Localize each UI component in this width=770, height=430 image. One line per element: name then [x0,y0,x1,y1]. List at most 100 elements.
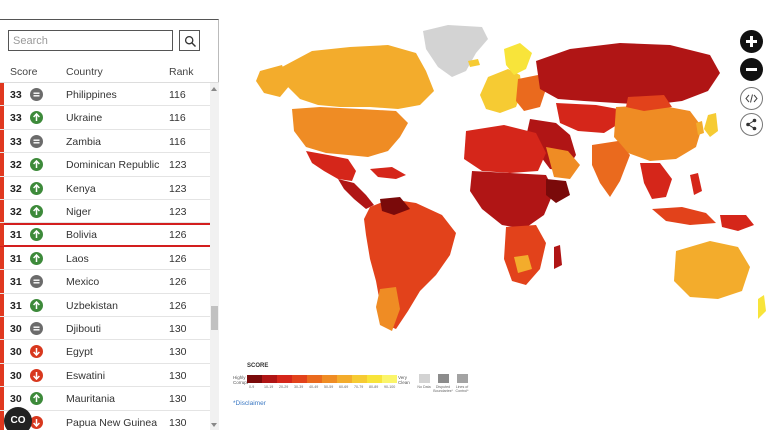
table-row[interactable]: 32 Dominican Republic 123 [0,153,210,177]
row-rank: 130 [169,323,187,335]
western-europe-region[interactable] [480,69,522,113]
zoom-out-button[interactable] [740,58,763,81]
scroll-thumb[interactable] [211,306,218,330]
table-row[interactable]: 33 Zambia 116 [0,129,210,154]
philippines-region[interactable] [690,173,702,195]
russia-region[interactable] [536,43,720,105]
mongolia-region[interactable] [626,95,672,111]
disclaimer-link[interactable]: *Disclaimer [233,400,266,407]
indonesia-region[interactable] [652,207,716,225]
row-rank: 126 [169,276,187,289]
horn-of-africa-region[interactable] [546,179,570,203]
legend-extra-swatch [438,374,449,383]
table-row[interactable]: 31 Laos 126 [0,246,210,271]
row-score: 31 [10,299,22,312]
row-rank: 126 [169,252,187,265]
row-rank: 116 [169,89,186,101]
table-row[interactable]: 30 Eswatini 130 [0,363,210,388]
scroll-down-icon[interactable] [211,423,217,427]
row-country: Djibouti [66,323,102,335]
trend-up-icon [30,205,43,218]
mexico-region[interactable] [306,151,356,181]
row-score: 30 [10,323,22,335]
japan-region[interactable] [704,113,718,137]
papua-new-guinea-region[interactable] [720,215,754,231]
table-row[interactable]: 32 Kenya 123 [0,176,210,200]
table-row[interactable]: 33 Ukraine 116 [0,106,210,130]
southeast-asia-region[interactable] [640,163,672,199]
usa-region[interactable] [292,107,408,157]
table-row[interactable]: 30 Mauritania 130 [0,387,210,411]
australia-region[interactable] [674,241,750,299]
north-africa-region[interactable] [464,125,546,173]
table-row[interactable]: 32 Niger 123 [0,200,210,224]
trend-down-icon [30,415,43,429]
table-row[interactable]: 30 Egypt 130 [0,340,210,364]
row-country: Niger [66,206,92,218]
zoom-in-button[interactable] [740,30,763,53]
central-africa-region[interactable] [470,171,554,229]
search-icon [184,35,196,47]
scandinavia-region[interactable] [504,43,532,75]
table-row[interactable]: 31 Uzbekistan 126 [0,293,210,317]
share-button[interactable] [740,113,763,136]
arabian-peninsula-region[interactable] [546,147,580,179]
world-map-canvas[interactable] [220,19,770,430]
trend-same-icon [30,134,43,148]
row-country: Eswatini [66,369,106,382]
alaska-region[interactable] [256,65,290,97]
china-region[interactable] [614,105,702,161]
share-icon [746,118,757,131]
search-input[interactable] [8,30,173,51]
score-color-bar [0,246,4,270]
trend-up-icon [30,392,43,406]
botswana-region[interactable] [514,255,532,273]
embed-button[interactable] [740,87,763,110]
score-color-bar [0,270,4,293]
central-asia-region[interactable] [556,103,620,133]
legend-swatch [352,375,367,383]
legend-swatch [382,375,397,383]
legend-extra-label: No Data [417,385,431,389]
country-column-header[interactable]: Country [66,66,103,78]
legend-color-scale [247,375,397,383]
table-row[interactable]: 31 Mexico 126 [0,270,210,294]
rank-column-header[interactable]: Rank [169,66,194,78]
chile-argentina-region[interactable] [376,287,400,331]
table-row-selected[interactable]: 31 Bolivia 126 [0,223,210,247]
new-zealand-region[interactable] [758,295,766,319]
central-america-region[interactable] [338,179,374,209]
row-country: Philippines [66,89,117,101]
row-score: 31 [10,276,22,289]
greenland-region[interactable] [423,25,488,77]
canada-region[interactable] [282,45,434,109]
eastern-europe-region[interactable] [516,75,546,111]
score-color-bar [0,410,4,430]
scroll-up-icon[interactable] [211,87,217,91]
legend-range-label: 90-100 [384,385,396,389]
row-country: Mauritania [66,393,116,406]
list-scrollbar[interactable] [210,83,219,430]
madagascar-region[interactable] [554,245,562,269]
korea-region[interactable] [696,121,704,135]
score-color-bar [0,223,4,246]
search-button[interactable] [179,30,200,51]
venezuela-region[interactable] [380,197,410,215]
trend-up-icon [30,298,43,312]
legend-range-label: 0-9 [249,385,255,389]
southern-africa-region[interactable] [504,225,546,285]
caribbean-region[interactable] [370,167,406,179]
table-row[interactable]: 30 Djibouti 130 [0,317,210,341]
india-region[interactable] [592,141,630,197]
legend-extra-swatch [419,374,430,383]
cc-badge[interactable]: CO [4,407,32,430]
legend-swatch [307,375,322,383]
world-map[interactable]: SCORE Highly Corrupt 0-9 10-19 20-29 30-39 4… [220,19,770,430]
score-column-header[interactable]: Score [10,66,38,78]
score-color-bar [0,153,4,176]
row-rank: 130 [169,346,187,359]
table-row[interactable]: 33 Philippines 116 [0,83,210,107]
iceland-region[interactable] [468,59,480,67]
trend-same-icon [30,322,43,335]
